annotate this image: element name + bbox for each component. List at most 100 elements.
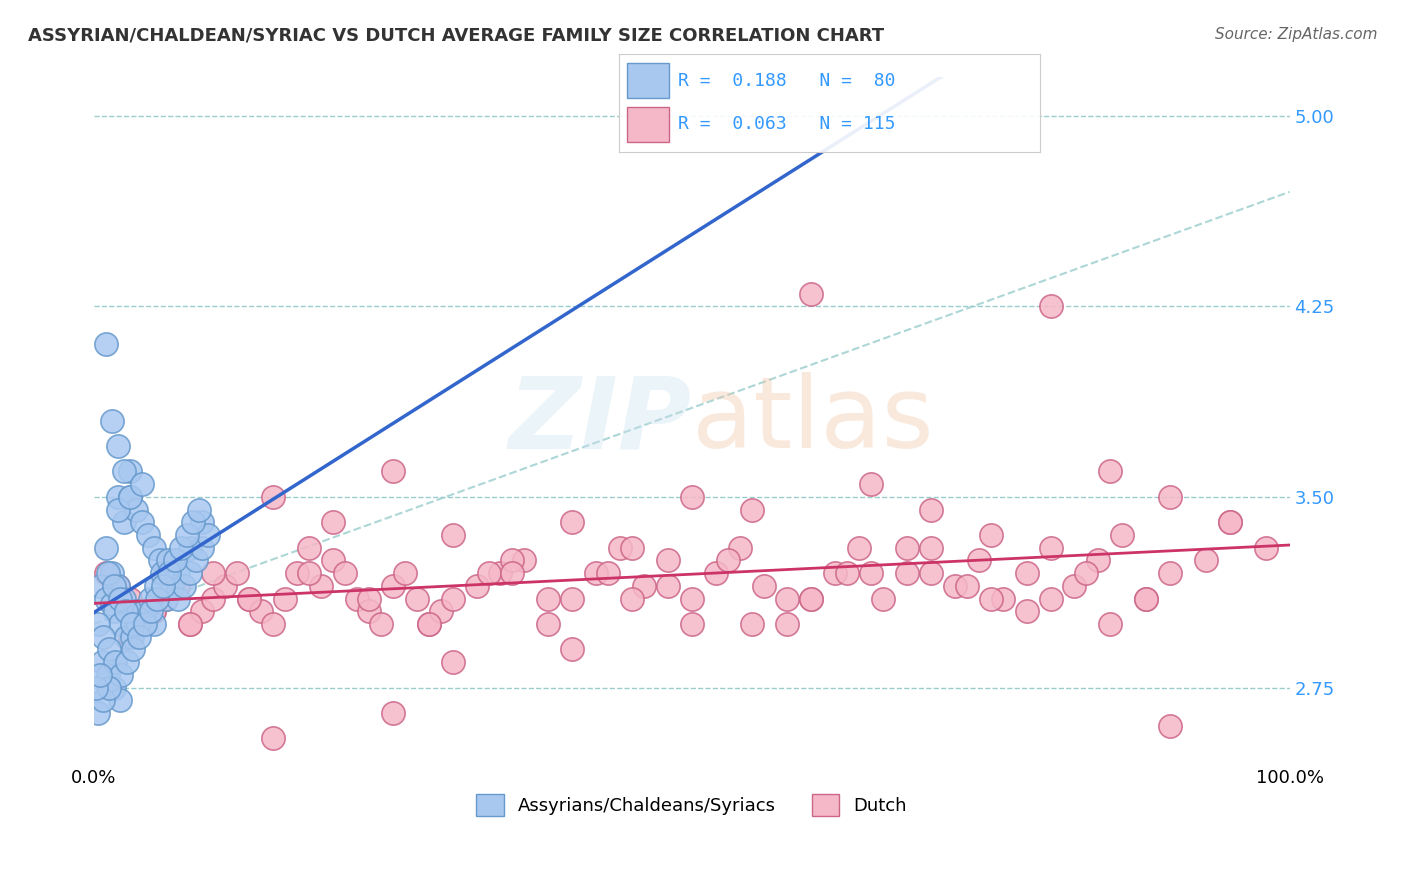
Point	[166, 566, 188, 581]
Point	[103, 579, 125, 593]
Point	[800, 286, 823, 301]
Point	[134, 617, 156, 632]
Point	[152, 579, 174, 593]
Point	[943, 579, 966, 593]
Point	[322, 516, 344, 530]
Point	[394, 566, 416, 581]
Point	[118, 490, 141, 504]
Point	[920, 566, 942, 581]
Point	[1099, 617, 1122, 632]
Point	[465, 579, 488, 593]
Point	[112, 591, 135, 606]
Point	[418, 617, 440, 632]
Point	[728, 541, 751, 555]
Point	[134, 604, 156, 618]
FancyBboxPatch shape	[627, 108, 669, 142]
Point	[429, 604, 451, 618]
Text: R =  0.063   N = 115: R = 0.063 N = 115	[678, 115, 896, 133]
Point	[800, 591, 823, 606]
Point	[190, 604, 212, 618]
Point	[262, 490, 284, 504]
Point	[190, 516, 212, 530]
Point	[752, 579, 775, 593]
Point	[609, 541, 631, 555]
Point	[110, 617, 132, 632]
Point	[131, 516, 153, 530]
Point	[920, 541, 942, 555]
Point	[991, 591, 1014, 606]
Point	[1039, 299, 1062, 313]
Point	[776, 617, 799, 632]
Point	[441, 528, 464, 542]
Point	[1039, 541, 1062, 555]
Point	[118, 465, 141, 479]
Point	[274, 591, 297, 606]
Point	[103, 681, 125, 695]
Point	[418, 617, 440, 632]
Point	[956, 579, 979, 593]
Point	[717, 553, 740, 567]
Point	[97, 668, 120, 682]
Point	[157, 553, 180, 567]
Point	[86, 681, 108, 695]
Point	[142, 617, 165, 632]
Point	[741, 502, 763, 516]
Point	[441, 655, 464, 669]
Point	[160, 579, 183, 593]
Point	[94, 337, 117, 351]
Point	[776, 591, 799, 606]
Point	[681, 617, 703, 632]
Point	[441, 591, 464, 606]
Point	[165, 553, 187, 567]
Point	[139, 591, 162, 606]
Point	[176, 528, 198, 542]
Point	[1135, 591, 1157, 606]
Point	[1063, 579, 1085, 593]
Point	[1076, 566, 1098, 581]
Point	[860, 566, 883, 581]
Point	[117, 655, 139, 669]
Point	[155, 591, 177, 606]
Point	[131, 617, 153, 632]
Point	[118, 591, 141, 606]
Point	[104, 604, 127, 618]
Point	[128, 630, 150, 644]
Point	[1159, 719, 1181, 733]
Point	[166, 579, 188, 593]
Point	[179, 541, 201, 555]
Point	[110, 668, 132, 682]
Point	[681, 490, 703, 504]
Point	[1159, 490, 1181, 504]
Point	[238, 591, 260, 606]
Point	[149, 553, 172, 567]
Point	[967, 553, 990, 567]
Point	[93, 630, 115, 644]
Point	[681, 591, 703, 606]
Point	[1159, 566, 1181, 581]
Point	[107, 579, 129, 593]
Point	[131, 617, 153, 632]
Point	[621, 591, 644, 606]
Point	[86, 617, 108, 632]
Point	[741, 617, 763, 632]
Point	[86, 706, 108, 720]
Text: atlas: atlas	[692, 372, 934, 469]
Point	[107, 502, 129, 516]
Point	[633, 579, 655, 593]
Point	[848, 541, 870, 555]
Point	[150, 566, 173, 581]
Point	[89, 579, 111, 593]
Point	[226, 566, 249, 581]
Point	[118, 490, 141, 504]
Point	[333, 566, 356, 581]
Point	[190, 541, 212, 555]
Point	[824, 566, 846, 581]
Point	[127, 617, 149, 632]
Point	[107, 490, 129, 504]
Point	[136, 528, 159, 542]
Point	[170, 541, 193, 555]
Point	[184, 553, 207, 567]
Point	[1219, 516, 1241, 530]
Point	[657, 553, 679, 567]
Point	[980, 591, 1002, 606]
